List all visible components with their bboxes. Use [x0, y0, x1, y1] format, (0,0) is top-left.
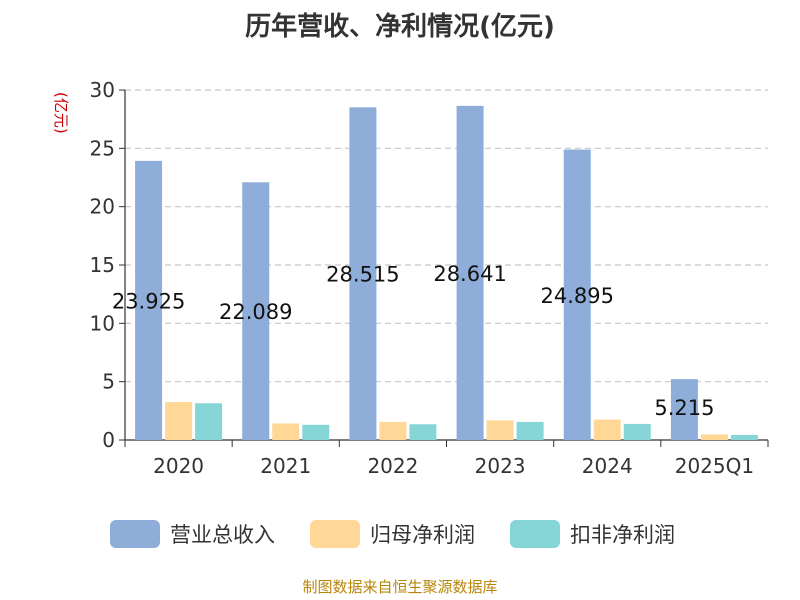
bar-3-2020 [195, 403, 223, 440]
bar-1-2025Q1 [670, 379, 698, 440]
bar-3-2023 [516, 421, 544, 440]
x-tick-label: 2022 [367, 454, 418, 478]
data-label: 28.515 [326, 263, 399, 287]
y-axis-unit-label: (亿元) [52, 92, 70, 134]
legend-label: 归母净利润 [370, 523, 475, 547]
bar-2-2020 [165, 402, 193, 440]
bar-3-2022 [409, 424, 437, 440]
y-tick-label: 25 [90, 136, 115, 160]
data-label: 28.641 [433, 262, 506, 286]
bar-1-2024 [563, 149, 591, 440]
x-tick-label: 2023 [475, 454, 526, 478]
y-tick-label: 10 [90, 311, 115, 335]
x-tick-label: 2024 [582, 454, 633, 478]
legend-label: 扣非净利润 [570, 523, 675, 547]
bar-3-2025Q1 [730, 434, 758, 440]
y-tick-label: 0 [102, 428, 115, 452]
bar-2-2022 [379, 421, 407, 440]
x-tick-label: 2020 [153, 454, 204, 478]
bar-2-2021 [272, 423, 300, 440]
legend-label: 营业总收入 [170, 523, 275, 547]
bar-1-2023 [456, 105, 484, 440]
bar-3-2021 [302, 424, 330, 440]
bar-2-2025Q1 [700, 434, 728, 440]
bar-1-2021 [242, 182, 270, 441]
bar-3-2024 [623, 423, 651, 440]
bar-1-2020 [135, 160, 163, 440]
legend-swatch [510, 520, 560, 548]
bar-2-2023 [486, 420, 514, 440]
x-tick-label: 2021 [260, 454, 311, 478]
data-label: 5.215 [654, 396, 714, 420]
y-tick-label: 30 [90, 78, 115, 102]
y-tick-label: 5 [102, 370, 115, 394]
data-label: 22.089 [219, 300, 292, 324]
bar-2-2024 [593, 419, 621, 440]
data-label: 24.895 [541, 284, 614, 308]
y-tick-label: 15 [90, 253, 115, 277]
x-tick-label: 2025Q1 [675, 454, 754, 478]
data-label: 23.925 [112, 289, 185, 313]
legend-swatch [310, 520, 360, 548]
bar-1-2022 [349, 107, 377, 440]
data-source-note: 制图数据来自恒生聚源数据库 [302, 578, 498, 596]
legend-swatch [110, 520, 160, 548]
chart-title: 历年营收、净利情况(亿元) [245, 12, 555, 42]
y-tick-label: 20 [90, 195, 115, 219]
